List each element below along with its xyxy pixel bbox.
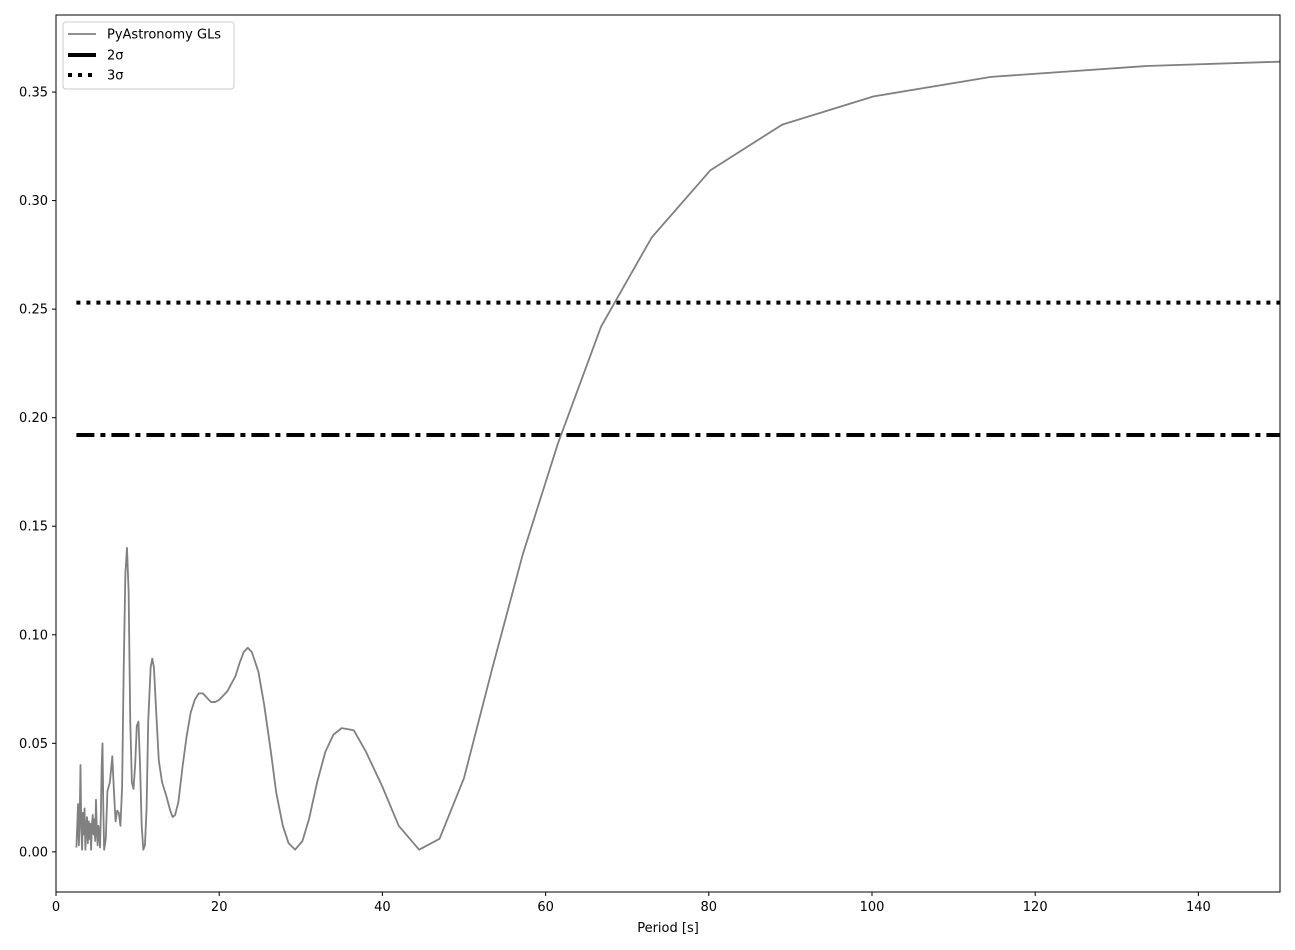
- x-tick-label: 140: [1186, 900, 1211, 915]
- axes-frame: [55, 14, 1281, 893]
- x-tick-label: 40: [374, 900, 391, 915]
- y-tick-label: 0.25: [19, 303, 48, 318]
- y-tick-label: 0.30: [19, 194, 48, 209]
- legend-label-3sigma: 3σ: [107, 69, 124, 84]
- legend-box: [62, 21, 235, 90]
- y-axis-ticks: 0.00 0.05 0.10 0.15 0.20 0.25 0.30 0.35: [19, 86, 56, 860]
- y-tick-label: 0.35: [19, 86, 48, 101]
- x-axis-ticks: 0 20 40 60 80 100 120 140: [52, 892, 1211, 915]
- x-tick-label: 120: [1023, 900, 1048, 915]
- y-tick-label: 0.00: [19, 845, 48, 860]
- legend-label-2sigma: 2σ: [107, 49, 124, 64]
- x-tick-label: 100: [860, 900, 885, 915]
- y-tick-label: 0.05: [19, 737, 48, 752]
- x-tick-label: 0: [52, 900, 60, 915]
- series-line-gls: [75, 60, 1280, 851]
- y-tick-label: 0.10: [19, 628, 48, 643]
- legend: PyAstronomy GLs 2σ 3σ: [62, 21, 235, 90]
- x-axis-label: Period [s]: [637, 921, 699, 936]
- legend-label-gls: PyAstronomy GLs: [107, 28, 221, 43]
- x-tick-label: 20: [211, 900, 228, 915]
- x-tick-label: 60: [537, 900, 554, 915]
- series-lines: [75, 60, 1280, 851]
- y-tick-label: 0.20: [19, 411, 48, 426]
- x-tick-label: 80: [701, 900, 718, 915]
- reference-lines: [76, 300, 1280, 438]
- y-tick-label: 0.15: [19, 520, 48, 535]
